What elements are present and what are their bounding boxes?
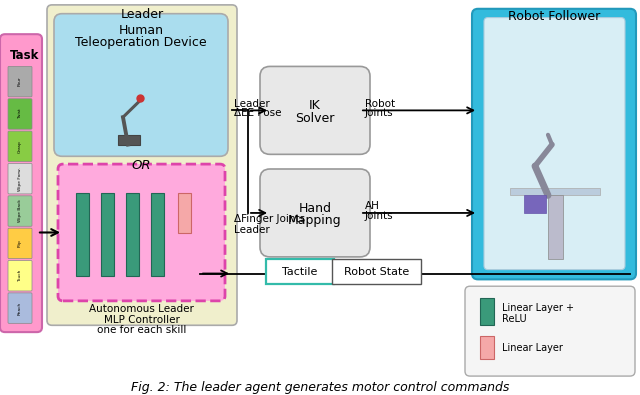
FancyBboxPatch shape [8,164,32,194]
FancyBboxPatch shape [0,34,42,332]
FancyBboxPatch shape [465,286,635,376]
Text: Grasp: Grasp [18,140,22,153]
Text: Joints: Joints [365,211,394,221]
Text: IK: IK [309,99,321,112]
Text: Robot: Robot [365,99,395,109]
Text: Robot State: Robot State [344,267,409,276]
FancyBboxPatch shape [484,18,625,270]
Text: Solver: Solver [295,112,335,125]
Text: Wipe Back: Wipe Back [18,199,22,222]
FancyBboxPatch shape [54,14,228,156]
Text: Leader: Leader [234,99,269,109]
Text: ReLU: ReLU [502,314,527,324]
Text: ΔFinger Joints: ΔFinger Joints [234,214,305,224]
Text: Autonomous Leader: Autonomous Leader [89,304,194,314]
Text: Pour: Pour [18,77,22,87]
Bar [178,194,191,233]
Text: Twist: Twist [18,109,22,119]
Bar [151,194,164,276]
Bar [480,336,494,359]
Text: Fig. 2: The leader agent generates motor control commands: Fig. 2: The leader agent generates motor… [131,381,509,394]
Bar [126,194,139,276]
Text: Mapping: Mapping [288,214,342,227]
Bar [118,135,140,145]
Text: Leader: Leader [120,8,164,21]
FancyBboxPatch shape [266,259,334,284]
Bar [510,188,600,196]
Bar [101,194,114,276]
Text: Wipe Forw.: Wipe Forw. [18,167,22,190]
FancyBboxPatch shape [332,259,421,284]
FancyBboxPatch shape [260,66,370,154]
FancyBboxPatch shape [8,228,32,259]
FancyBboxPatch shape [8,196,32,226]
FancyBboxPatch shape [260,169,370,257]
Text: Robot Follower: Robot Follower [508,10,600,23]
Text: Joints: Joints [365,109,394,118]
Text: OR: OR [131,159,151,172]
Bar [480,298,494,325]
Text: Task: Task [10,49,40,62]
Bar [524,196,546,213]
FancyBboxPatch shape [8,261,32,291]
Text: Human: Human [118,24,163,38]
Bar [548,196,563,259]
Text: one for each skill: one for each skill [97,325,186,335]
Text: Linear Layer +: Linear Layer + [502,303,574,313]
Text: Teleoperation Device: Teleoperation Device [75,36,207,49]
FancyBboxPatch shape [8,66,32,97]
FancyBboxPatch shape [58,164,225,301]
Text: Flip: Flip [18,239,22,247]
Text: Touch: Touch [18,269,22,282]
Text: AH: AH [365,201,380,211]
Bar [76,194,89,276]
FancyBboxPatch shape [472,9,636,279]
Text: Leader: Leader [234,225,269,235]
Text: MLP Controller: MLP Controller [104,314,179,325]
Text: Hand: Hand [298,201,332,214]
Text: Linear Layer: Linear Layer [502,343,563,353]
FancyBboxPatch shape [8,131,32,162]
FancyBboxPatch shape [47,5,237,325]
Text: ΔEE Pose: ΔEE Pose [234,109,282,118]
Text: Tactile: Tactile [282,267,317,276]
Text: Reach: Reach [18,301,22,315]
FancyBboxPatch shape [8,99,32,129]
FancyBboxPatch shape [8,293,32,324]
